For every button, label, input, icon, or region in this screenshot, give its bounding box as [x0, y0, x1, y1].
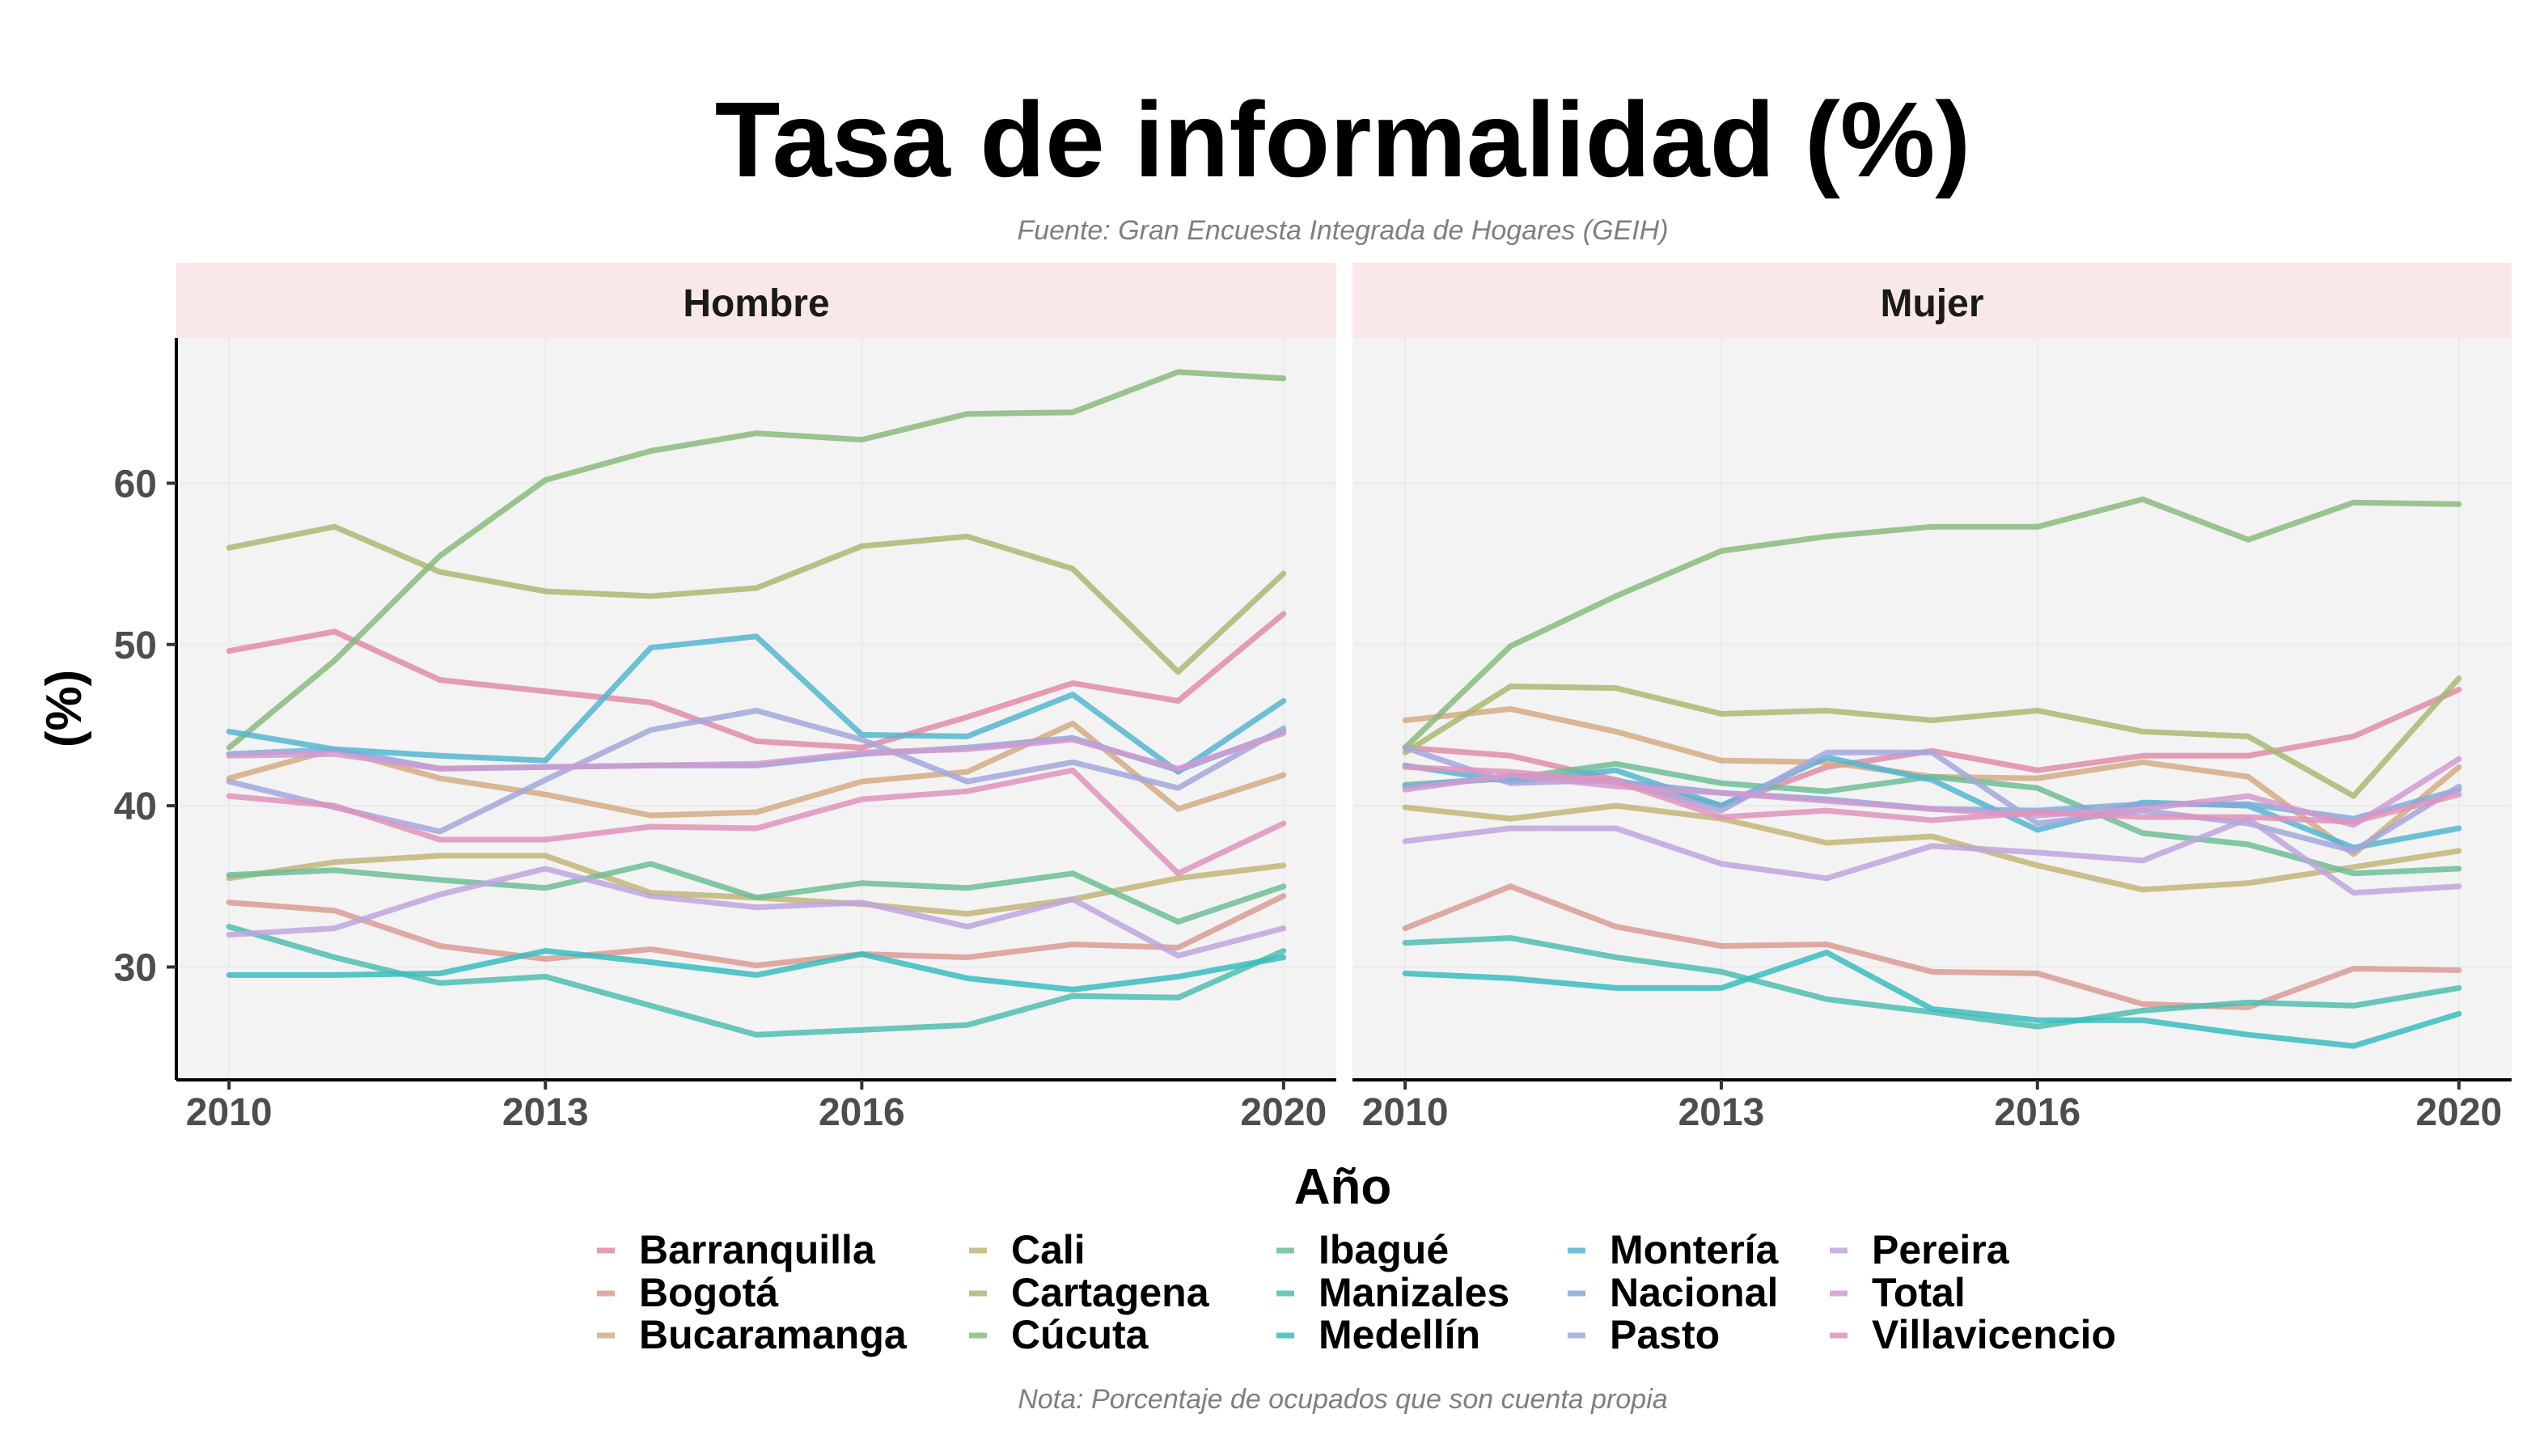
legend-label: Manizales: [1318, 1270, 1509, 1315]
legend-item-cucuta: Cúcuta: [969, 1312, 1149, 1357]
y-axis-title: (%): [36, 670, 92, 747]
x-tick-label: 2020: [2415, 1091, 2502, 1134]
legend-item-monteria: Montería: [1568, 1227, 1780, 1272]
chart-title: Tasa de informalidad (%): [715, 80, 1970, 199]
legend-label: Total: [1872, 1270, 1966, 1315]
x-tick-label: 2013: [1678, 1091, 1765, 1134]
facet-label: Mujer: [1880, 282, 1983, 325]
series-line-bogota: [1402, 883, 2462, 1010]
series-line-monteria: [226, 633, 1287, 775]
chart-caption: Nota: Porcentaje de ocupados que son cue…: [1018, 1384, 1667, 1415]
legend-item-ibague: Ibagué: [1276, 1227, 1449, 1272]
legend-label: Pereira: [1872, 1227, 2010, 1272]
legend-label: Bucaramanga: [639, 1312, 908, 1357]
plot-area: [1352, 338, 2512, 1080]
legend-item-medellin: Medellín: [1276, 1312, 1480, 1357]
facet-strip: [176, 263, 1336, 338]
legend-item-pereira: Pereira: [1830, 1227, 2010, 1272]
legend-item-cali: Cali: [969, 1227, 1086, 1272]
legend-label: Cartagena: [1011, 1270, 1210, 1315]
y-tick-label: 40: [114, 785, 157, 828]
x-tick-label: 2010: [186, 1091, 273, 1134]
series-line-medellin: [1402, 950, 2462, 1049]
series-line-ibague: [1402, 760, 2462, 877]
chart-subtitle: Fuente: Gran Encuesta Integrada de Hogar…: [1017, 215, 1668, 246]
legend-label: Villavicencio: [1872, 1312, 2116, 1357]
y-tick-label: 30: [114, 946, 157, 989]
y-tick-label: 60: [114, 463, 157, 506]
series-line-manizales: [1402, 935, 2462, 1030]
x-tick-label: 2016: [1994, 1091, 2080, 1134]
series-line-cucuta: [226, 369, 1287, 751]
series-line-pereira: [226, 866, 1287, 959]
legend-item-barranquilla: Barranquilla: [597, 1227, 876, 1272]
legend-label: Cúcuta: [1011, 1312, 1149, 1357]
legend-item-cartagena: Cartagena: [969, 1270, 1210, 1315]
x-tick-label: 2020: [1240, 1091, 1327, 1134]
series-line-cartagena: [1402, 675, 2462, 799]
legend-label: Medellín: [1318, 1312, 1480, 1357]
series-line-pasto: [226, 708, 1287, 835]
legend-label: Barranquilla: [639, 1227, 876, 1272]
panel-mujer: Mujer 2010 2013 2016 2020: [1352, 263, 2512, 1134]
legend-label: Ibagué: [1318, 1227, 1449, 1272]
series-line-villavicencio: [226, 767, 1287, 877]
series-line-total: [1402, 756, 2462, 828]
legend-label: Bogotá: [639, 1270, 778, 1315]
series-line-ibague: [226, 861, 1287, 925]
facet-panels: Hombre 30 40 50 60 2010 2013 2016 2020 Mujer 2010 2…: [114, 263, 2512, 1134]
legend-item-nacional: Nacional: [1568, 1270, 1778, 1315]
legend-item-manizales: Manizales: [1276, 1270, 1509, 1315]
panel-hombre: Hombre 30 40 50 60 2010 2013 2016 2020: [114, 263, 1336, 1134]
x-tick-label: 2013: [502, 1091, 589, 1134]
series-line-bogota: [226, 893, 1287, 968]
series-line-cartagena: [226, 523, 1287, 675]
legend-item-bogota: Bogotá: [597, 1270, 778, 1315]
legend-label: Nacional: [1610, 1270, 1778, 1315]
x-tick-label: 2010: [1362, 1091, 1449, 1134]
series-line-total: [226, 730, 1287, 772]
series-line-cucuta: [1402, 496, 2462, 751]
legend-label: Pasto: [1610, 1312, 1720, 1357]
series-line-villavicencio: [1402, 764, 2462, 825]
series-line-barranquilla: [226, 611, 1287, 751]
legend-item-villavicencio: Villavicencio: [1830, 1312, 2116, 1357]
series-line-cali: [1402, 802, 2462, 893]
x-axis-title: Año: [1294, 1159, 1392, 1215]
legend-label: Cali: [1011, 1227, 1086, 1272]
series-line-pereira: [1402, 815, 2462, 896]
series-line-medellin: [226, 948, 1287, 993]
legend-label: Montería: [1610, 1227, 1780, 1272]
y-tick-label: 50: [114, 624, 157, 667]
facet-strip: [1352, 263, 2512, 338]
legend-item-bucaramanga: Bucaramanga: [597, 1312, 908, 1357]
legend-item-total: Total: [1830, 1270, 1966, 1315]
facet-label: Hombre: [683, 282, 829, 325]
legend-item-pasto: Pasto: [1568, 1312, 1720, 1357]
x-tick-label: 2016: [819, 1091, 905, 1134]
